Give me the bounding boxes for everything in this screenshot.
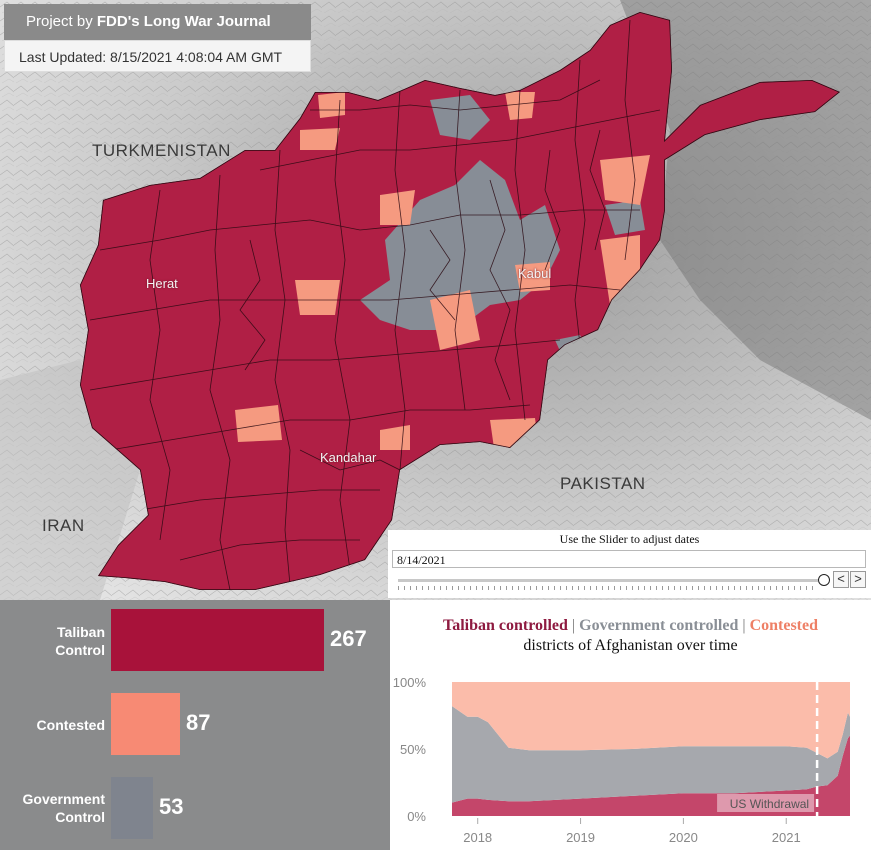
date-field[interactable]: 8/14/2021 (392, 550, 866, 568)
control-summary-panel: Taliban Control 267 Contested 87 Governm… (0, 600, 390, 850)
government-region-east[interactable] (605, 200, 645, 235)
contested-region[interactable] (295, 280, 340, 315)
contested-region[interactable] (505, 92, 535, 120)
y-tick-label: 100% (393, 676, 427, 690)
government-region-north[interactable] (430, 95, 490, 140)
trend-area-chart[interactable]: US Withdrawal 0% 50% 100% 2018 2019 2020 2021 (390, 676, 871, 850)
x-tick-label: 2019 (566, 830, 595, 845)
y-tick-label: 50% (400, 742, 426, 757)
summary-label-taliban-line2: Control (55, 642, 105, 658)
y-tick-label: 0% (407, 809, 426, 824)
slider-title: Use the Slider to adjust dates (559, 532, 700, 546)
contested-region[interactable] (380, 190, 415, 225)
slider-next-button[interactable]: > (850, 571, 866, 588)
country-label-pakistan: PAKISTAN (560, 474, 646, 493)
last-updated: Last Updated: 8/15/2021 4:08:04 AM GMT (4, 40, 311, 72)
summary-label-contested: Contested (10, 716, 105, 734)
contested-region[interactable] (515, 262, 550, 292)
summary-bar-government[interactable] (111, 777, 153, 839)
contested-region[interactable] (600, 155, 650, 205)
city-label-herat: Herat (146, 276, 178, 291)
summary-value-taliban: 267 (330, 626, 367, 651)
project-credit: Project by FDD's Long War Journal (4, 4, 311, 40)
national-border (80, 12, 840, 590)
contested-region[interactable] (235, 405, 282, 442)
area-government[interactable] (452, 706, 850, 803)
legend-separator: | (567, 617, 580, 634)
legend-contested[interactable]: Contested (749, 617, 818, 634)
x-tick-label: 2021 (772, 830, 801, 845)
summary-label-government: Government Control (5, 790, 105, 826)
slider-prev-button[interactable]: < (833, 571, 849, 588)
summary-value-government: 53 (159, 794, 184, 819)
summary-label-taliban-line1: Taliban (57, 624, 105, 640)
country-label-iran: IRAN (42, 516, 85, 535)
summary-bar-taliban[interactable] (111, 609, 324, 671)
country-label-turkmenistan: TURKMENISTAN (92, 141, 231, 160)
contested-region[interactable] (300, 128, 340, 150)
city-label-kandahar: Kandahar (320, 450, 377, 465)
summary-label-contested-line1: Contested (36, 717, 105, 733)
summary-label-government-line2: Control (55, 809, 105, 825)
legend-taliban[interactable]: Taliban controlled (443, 617, 568, 634)
project-prefix: Project by (26, 13, 97, 30)
government-region-central[interactable] (360, 160, 560, 330)
summary-value-contested: 87 (186, 710, 211, 735)
slider-ticks (398, 586, 818, 590)
withdrawal-label-bg (717, 794, 815, 812)
area-taliban[interactable] (452, 735, 850, 816)
area-contested[interactable] (452, 682, 850, 759)
project-name: FDD's Long War Journal (96, 13, 271, 30)
summary-bar-contested[interactable] (111, 693, 180, 755)
legend-government[interactable]: Government controlled (579, 617, 739, 634)
x-tick-label: 2020 (669, 830, 698, 845)
slider-thumb[interactable] (818, 574, 830, 586)
withdrawal-label: US Withdrawal (730, 797, 809, 811)
trend-subtitle: districts of Afghanistan over time (523, 637, 738, 654)
summary-label-taliban: Taliban Control (10, 623, 105, 659)
summary-label-government-line1: Government (22, 791, 105, 807)
slider-track[interactable] (398, 579, 818, 582)
contested-region[interactable] (318, 92, 345, 118)
date-slider-panel: Use the Slider to adjust dates 8/14/2021… (388, 530, 871, 598)
trend-legend: Taliban controlled | Government controll… (390, 616, 871, 636)
city-label-kabul: Kabul (518, 266, 552, 281)
legend-separator: | (738, 617, 750, 634)
x-tick-label: 2018 (463, 830, 492, 845)
district-map[interactable] (0, 0, 871, 600)
trend-panel: Taliban controlled | Government controll… (390, 600, 871, 850)
